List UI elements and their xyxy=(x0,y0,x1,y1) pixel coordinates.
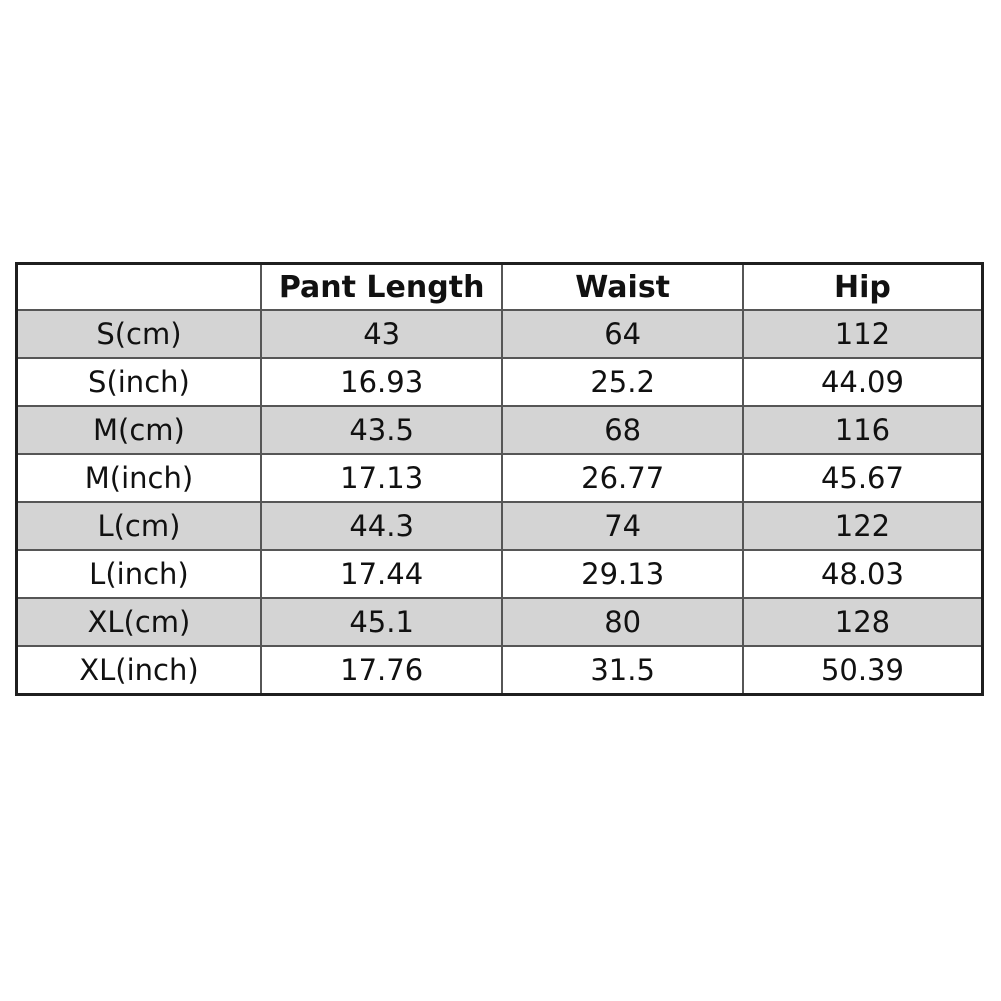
table-row: L(inch) 17.44 29.13 48.03 xyxy=(15,549,984,599)
row-label-cell: M(cm) xyxy=(15,405,262,455)
table-row: M(cm) 43.5 68 116 xyxy=(15,405,984,455)
row-label-cell: XL(cm) xyxy=(15,597,262,647)
value-cell: 17.13 xyxy=(259,453,504,503)
value-cell: 26.77 xyxy=(501,453,744,503)
row-label-cell: S(cm) xyxy=(15,309,262,359)
value-cell: 68 xyxy=(501,405,744,455)
value-cell: 122 xyxy=(741,501,984,551)
value-cell: 48.03 xyxy=(741,549,984,599)
header-cell-waist: Waist xyxy=(501,262,744,311)
table-row: L(cm) 44.3 74 122 xyxy=(15,501,984,551)
value-cell: 50.39 xyxy=(741,645,984,696)
row-label-cell: L(inch) xyxy=(15,549,262,599)
value-cell: 43 xyxy=(259,309,504,359)
value-cell: 17.76 xyxy=(259,645,504,696)
value-cell: 116 xyxy=(741,405,984,455)
row-label-cell: M(inch) xyxy=(15,453,262,503)
value-cell: 43.5 xyxy=(259,405,504,455)
value-cell: 31.5 xyxy=(501,645,744,696)
value-cell: 17.44 xyxy=(259,549,504,599)
value-cell: 25.2 xyxy=(501,357,744,407)
row-label-cell: L(cm) xyxy=(15,501,262,551)
table-row: M(inch) 17.13 26.77 45.67 xyxy=(15,453,984,503)
table-body: S(cm) 43 64 112 S(inch) 16.93 25.2 44.09 M(cm) 43… xyxy=(15,309,984,696)
value-cell: 45.1 xyxy=(259,597,504,647)
value-cell: 16.93 xyxy=(259,357,504,407)
table-row: XL(cm) 45.1 80 128 xyxy=(15,597,984,647)
value-cell: 64 xyxy=(501,309,744,359)
value-cell: 44.09 xyxy=(741,357,984,407)
value-cell: 44.3 xyxy=(259,501,504,551)
header-cell-size xyxy=(15,262,262,311)
value-cell: 80 xyxy=(501,597,744,647)
value-cell: 112 xyxy=(741,309,984,359)
value-cell: 128 xyxy=(741,597,984,647)
size-chart-table: Pant Length Waist Hip S(cm) 43 64 112 S(inch… xyxy=(15,262,984,696)
row-label-cell: S(inch) xyxy=(15,357,262,407)
header-cell-hip: Hip xyxy=(741,262,984,311)
header-row: Pant Length Waist Hip xyxy=(15,262,984,311)
value-cell: 45.67 xyxy=(741,453,984,503)
table-row: XL(inch) 17.76 31.5 50.39 xyxy=(15,645,984,696)
table-row: S(cm) 43 64 112 xyxy=(15,309,984,359)
header-cell-pant-length: Pant Length xyxy=(259,262,504,311)
value-cell: 74 xyxy=(501,501,744,551)
table-row: S(inch) 16.93 25.2 44.09 xyxy=(15,357,984,407)
row-label-cell: XL(inch) xyxy=(15,645,262,696)
value-cell: 29.13 xyxy=(501,549,744,599)
